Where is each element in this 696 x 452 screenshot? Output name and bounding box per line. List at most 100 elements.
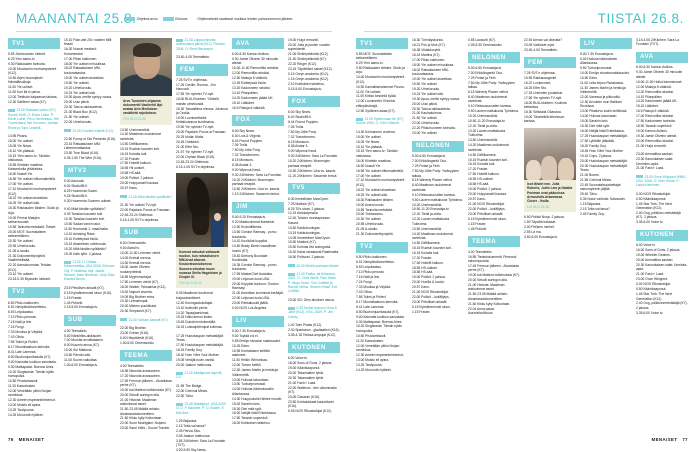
program-item-highlighted[interactable]: 23.00 Once Whipped WIMU, USA, 2006. O: N… [636,174,687,188]
program-item[interactable]: 10.50 24Kitchen: Lika vs. kaavis. [288,168,337,173]
program-item[interactable]: 18.40 How I Met Your Mother. [176,352,220,357]
program-item[interactable]: 19.50 Yle nyheter TV-nytt. [176,125,215,130]
program-item[interactable]: 5.30 Aamudä. [64,179,85,184]
program-item-highlighted[interactable]: 21.00 17 Ohtala – Kiekonnahlka, USA 2008… [64,260,116,282]
program-item[interactable]: 18.55 HS-uutiset. [412,265,438,270]
program-item[interactable]: 19.00 Napurit arvonta. [120,289,153,294]
program-item[interactable]: 23.15 Ratsastuksen MM: Lämmenratsastus. [64,141,101,151]
program-item[interactable]: 7.43 Olivia. [8,335,25,340]
program-item[interactable]: 6.25 Ylen aamu-tv. [8,56,36,61]
program-item[interactable]: 15.10 Filan alle 20v. naisten MM: finaal… [64,38,113,47]
program-item[interactable]: 14.20 Maailman oudoimmat ravintolat. [468,143,509,152]
channel-header-kutonen[interactable]: KUTONEN [636,229,688,241]
program-item[interactable]: 15.55 Kiinteän maailma Kalaverkolla yhtä… [8,163,44,172]
program-item[interactable]: 7.25 SVT:n ohjelmaa. [176,78,208,83]
program-item[interactable]: 20.30 Huutokaupan metsästäjät: Texas. [580,163,628,172]
program-item[interactable]: 14.20 Kadonneen jääää UK. [232,95,274,100]
program-item[interactable]: 19.58 HS-sää. [120,171,142,176]
program-item[interactable]: 20.00 Pajatorio Pocca ai Fossaan. [176,130,227,135]
program-item[interactable]: 15.10 Läkkäret. [636,104,659,109]
program-item[interactable]: 11.05 Kun itä ei paina. [8,90,41,95]
program-item[interactable]: 17.45 Frencon jälkeen – Alcantaran perhe… [120,378,172,388]
program-item[interactable]: 7.56 Toiimi ja Pulteri. [8,340,39,345]
program-item[interactable]: 21.00 Amerikan kovimmat kerääjät. [232,291,284,296]
program-item[interactable]: 5.00 Nänkiriitis-aikkaudet. [64,333,102,338]
program-item[interactable]: 14.20 Maailman oudoimmat ravintolat. [412,231,453,240]
program-item[interactable]: 6.30 Lois & Virginia. [232,133,262,138]
program-item[interactable]: 9.25 Studio55.fi. [64,193,88,198]
program-item[interactable]: 12.30 James Martin ja herkkuja Välimerel… [232,368,278,377]
program-item[interactable]: 10.50-11.20 Ennustaja-tv. [412,207,450,212]
program-item[interactable]: 12.00 Remontilla rahoiksi. [232,70,270,75]
program-item[interactable]: 19.55 Tarinoita metsästä. [356,207,393,212]
program-item[interactable]: 7.32 Transformers. [288,134,316,139]
program-item[interactable]: 14.10 Kuolioilat kuppilat. [232,239,268,244]
program-item[interactable]: 12.40 Tohdon murtaapessan Kasvot. [288,216,330,225]
program-item[interactable]: 18.02 Ratsastuksen MM-kouluratsastus. [64,66,101,75]
program-item[interactable]: 0.15 Kylmähermosti sinun. [412,305,451,310]
program-item[interactable]: 7.32 Transformers. [232,153,260,158]
program-item[interactable]: 17.55 Yle nyheter TV-nytt. [524,95,563,100]
program-item[interactable]: 12.50 Makuja 6 viäkköä. [232,75,268,80]
program-item[interactable]: 10.55 Koreataisen keittiön aakkoset. [232,349,271,358]
program-item[interactable]: 1.15 24Kitchen: Savannin terkut. [232,192,280,197]
program-item[interactable]: 17.50 Hotellit halluun. [412,260,444,265]
program-item[interactable]: 8.25 70's show. 2 jaksoa. [288,206,325,211]
program-item[interactable]: 0.50 Käänikaaponut. [636,287,667,292]
program-item[interactable]: 21.00 Hurja remontti. [636,143,667,148]
program-item[interactable]: 8.15 Waverly Placen velhot. [412,178,453,183]
program-item[interactable]: 15.55 Rakkausagentit. [524,75,557,80]
program-item[interactable]: 20.57 Kans. [120,186,138,191]
program-item[interactable]: 21.00 Fast n' Load. [636,166,665,171]
program-item[interactable]: 18.50 Tanssin superidoli. [636,124,673,129]
program-item[interactable]: 9.50 Rakkauden tähden: Giulio ja Arja. [356,66,405,75]
program-item[interactable]: 3.05 Jaakon mathoosa. [176,433,211,438]
program-item[interactable]: 8.38 Avatar 3. [288,144,309,149]
program-item[interactable]: 13.50 Unelmamökki. [412,226,443,231]
channel-header-tv2[interactable]: TV2 [356,241,408,253]
program-item[interactable]: 4.00 Teematieto. [468,249,493,254]
program-item[interactable]: 9.00 Kannalta luokkuu sanolaala. [8,359,57,364]
program-item[interactable]: 16.00 Nelijät hääl Enterikassa. [232,411,277,416]
program-item[interactable]: 6.40 Studio55.fi. [288,114,312,119]
program-item[interactable]: 9.40 Mikä tänään syötäisiin? [64,207,106,212]
program-item[interactable]: 10.50 Kansallismaisemat Porvoo. [356,84,406,89]
program-item[interactable]: 6.51 Nimipäivähonnitteluu. [356,260,395,265]
program-item[interactable]: 10.20 24Kitchen: Mummojen parhaat resept… [232,178,275,187]
program-item[interactable]: 7.25 Matlock (K7). [288,201,315,206]
program-item[interactable]: 22.00 Poliisit – koitällytys. [468,206,506,211]
program-item[interactable]: 18.00 Yle uutiset minuutissa. [412,62,455,67]
program-item[interactable]: 23.15 Täydelliset naiset (K12). [288,67,333,72]
program-item[interactable]: 12.50 Syöliinen asiaa (K7). [356,108,396,113]
program-item[interactable]: 7.50 My Little Pony: Ystävyyden taikaa. [468,80,515,90]
program-item[interactable]: 14.55 Pisara. [8,134,28,139]
program-item[interactable]: 19.00 Hurja remontti. [288,38,319,42]
program-item[interactable]: 15.15 Halki armon itsiksi. [176,315,213,320]
program-item[interactable]: 6.50 Pikku kakkonen. [8,300,40,305]
program-item[interactable]: 14.25 McLeodin tyttäret. [8,412,44,417]
program-item[interactable]: 17.50 Hotellit halluun. [120,161,152,166]
program-item[interactable]: 16.00 Nelijät hääl Enterikassa. [580,129,625,133]
program-item[interactable]: 17.25 Huutokaupan metsästäjät. [580,133,628,138]
program-item[interactable]: 10.20 Unelmamökki. [412,202,443,207]
program-item[interactable]: 17.45 Frencon jälkeen - Alcantaran perhe… [468,263,520,273]
program-item[interactable]: 22.54 Armas vai oikeutta? [524,38,562,42]
program-item[interactable]: 10.00-11.00 Lemmen vieriä. [120,250,161,255]
program-item[interactable]: 19.50 Yle uutiset. [412,81,438,86]
program-item[interactable]: 20.00 Ykkösaamu. [356,212,384,217]
program-item[interactable]: 18.55 Hti uutiset. [120,166,145,171]
program-item[interactable]: 18.30 Rakkauden tähden: Giulio ja Arja. [8,206,59,215]
program-item[interactable]: 13.10 Isoihuilin perhe. [176,305,209,310]
program-item[interactable]: 6.50 Pikku kakkonen. [356,255,388,260]
program-item[interactable]: 20.30 Yle uutiset. [356,217,382,222]
program-item[interactable]: 17.20 Frasier. [468,167,489,172]
program-item[interactable]: 21.00 Sinikeyelämää (K12). [288,52,329,57]
program-item[interactable]: 19.24 Yle uutiset sää. [412,91,444,96]
program-item[interactable]: 3.35-6.00 Voice tv. [636,310,664,315]
program-item[interactable]: 25.40 Tähu. [580,192,598,196]
program-item-highlighted[interactable]: 20.00 Mediin parhaan lähdet. [288,264,340,268]
channel-header-fox[interactable]: FOX [232,114,284,127]
program-item[interactable]: 12.00 Tietävän kaipaavan takana. [8,95,58,100]
program-item[interactable]: 19.30 Leimatiropat. [120,299,149,304]
program-item[interactable]: 2.40 Oog, palkkionmetsästäjä (K7). 2 jak… [636,301,688,310]
